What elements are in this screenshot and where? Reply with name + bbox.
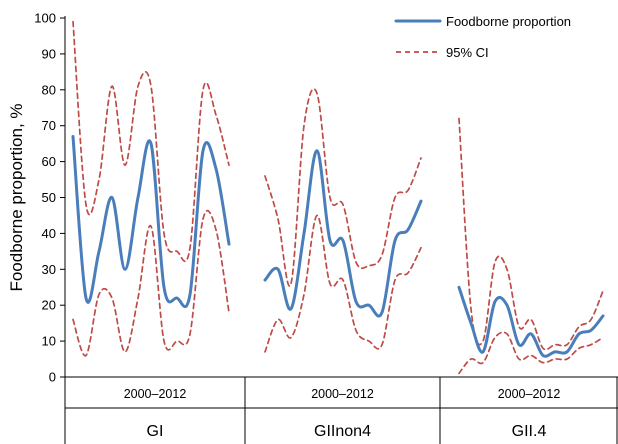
series-line-foodborne-proportion <box>263 149 423 318</box>
series-line-ci-upper <box>72 20 230 263</box>
series-line-ci-upper <box>264 88 422 287</box>
legend: Foodborne proportion 95% CI <box>394 14 571 60</box>
y-tick-label: 40 <box>42 226 56 241</box>
group-0 <box>71 20 231 357</box>
y-tick-label: 60 <box>42 154 56 169</box>
period-label: 2000–2012 <box>311 387 374 401</box>
group-label: GIInon4 <box>314 423 371 440</box>
y-axis-label: Foodborne proportion, % <box>7 103 26 291</box>
series-line-ci-lower <box>458 331 604 375</box>
series-line-ci-upper <box>458 117 604 351</box>
group-label: GI <box>147 423 164 440</box>
y-tick-label: 10 <box>42 334 56 349</box>
series-line-foodborne-proportion <box>457 285 605 358</box>
legend-label-ci: 95% CI <box>446 45 489 60</box>
group-1 <box>263 88 423 353</box>
group-label: GII.4 <box>512 423 547 440</box>
y-tick-label: 80 <box>42 82 56 97</box>
y-tick-label: 90 <box>42 46 56 61</box>
series-line-foodborne-proportion <box>71 134 231 309</box>
period-label: 2000–2012 <box>124 387 187 401</box>
y-tick-label: 30 <box>42 262 56 277</box>
period-label: 2000–2012 <box>498 387 561 401</box>
y-tick-label: 50 <box>42 190 56 205</box>
group-2 <box>457 117 605 375</box>
y-tick-label: 70 <box>42 118 56 133</box>
y-tick-label: 0 <box>49 370 56 385</box>
y-tick-label: 100 <box>34 11 56 26</box>
y-tick-label: 20 <box>42 298 56 313</box>
series-line-ci-lower <box>72 209 230 357</box>
legend-label-estimate: Foodborne proportion <box>446 14 571 29</box>
series-line-ci-lower <box>264 214 422 353</box>
